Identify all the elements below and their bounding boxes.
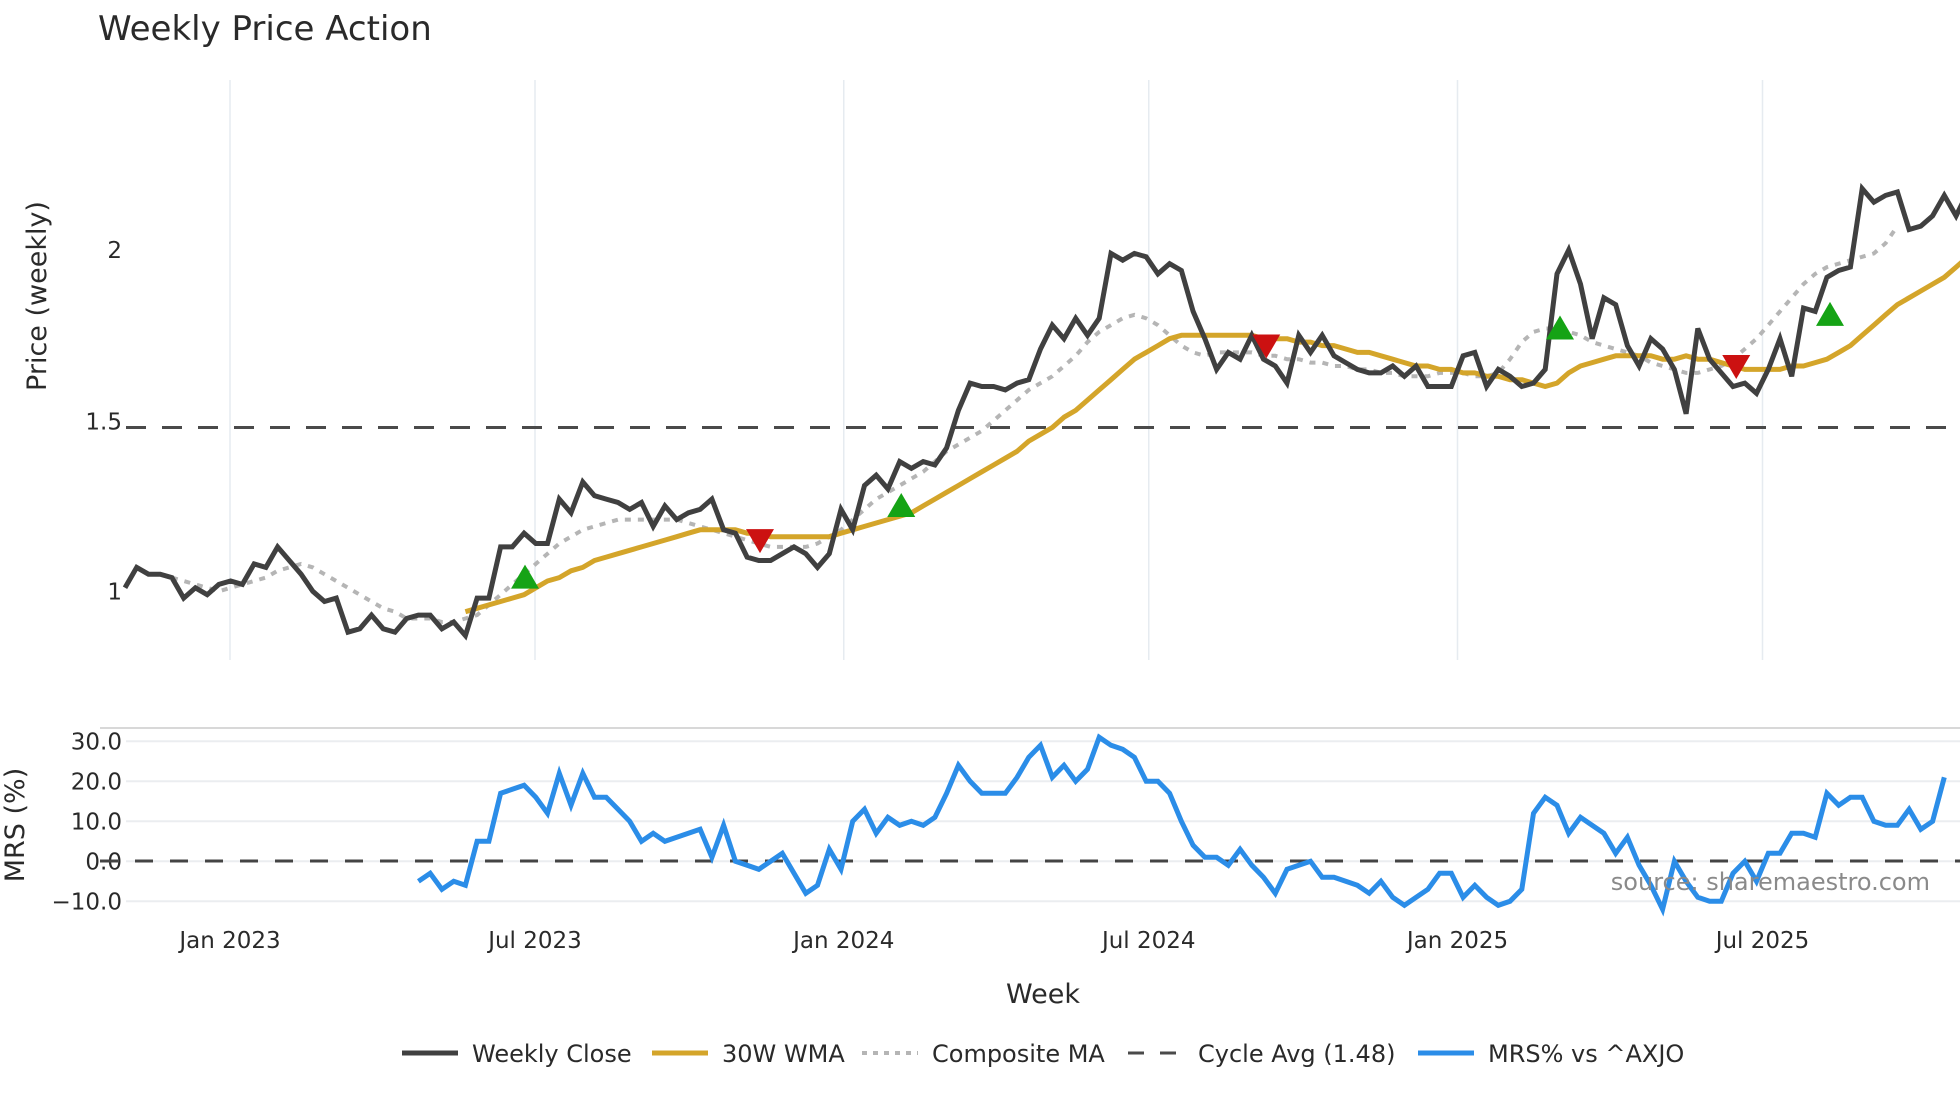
x-axis-ticks: Jan 2023 Jul 2023 Jan 2024 Jul 2024 Jan 2025… bbox=[177, 928, 1809, 954]
sell-signal-marker bbox=[746, 529, 774, 554]
buy-signal-marker bbox=[511, 564, 539, 589]
mrs-y-tick-label: 30.0 bbox=[71, 729, 122, 755]
price-panel: 11.52 Price (weekly) bbox=[22, 80, 1960, 660]
sell-signal-marker bbox=[1722, 355, 1751, 380]
mrs-y-tick-label: −10.0 bbox=[52, 889, 122, 915]
legend-item-label: Composite MA bbox=[932, 1040, 1105, 1068]
legend-item-label: MRS% vs ^AXJO bbox=[1488, 1040, 1684, 1068]
price-y-axis-title: Price (weekly) bbox=[22, 201, 53, 391]
buy-signal-marker bbox=[887, 492, 916, 517]
buy-signal-marker bbox=[1816, 301, 1844, 326]
composite-ma-line bbox=[171, 224, 1900, 624]
legend: Weekly Close 30W WMA Composite MA Cycle Avg… bbox=[402, 1040, 1684, 1068]
source-annotation: source: sharemaestro.com bbox=[1611, 868, 1930, 896]
price-y-tick-label: 1 bbox=[107, 579, 122, 605]
x-tick-label: Jul 2024 bbox=[1100, 928, 1196, 954]
mrs-y-tick-label: 20.0 bbox=[71, 769, 122, 795]
x-tick-label: Jul 2025 bbox=[1714, 928, 1810, 954]
buy-signal-marker bbox=[1546, 315, 1574, 340]
legend-item-label: Weekly Close bbox=[472, 1040, 632, 1068]
sell-signal-marker bbox=[1252, 334, 1281, 359]
price-y-ticks: 11.52 bbox=[85, 238, 122, 605]
mrs-y-tick-label: 10.0 bbox=[71, 809, 122, 835]
chart-title: Weekly Price Action bbox=[98, 9, 432, 49]
mrs-panel: 30.020.010.00.0−10.0 MRS (%) source: sha… bbox=[0, 727, 1960, 917]
mrs-y-ticks: 30.020.010.00.0−10.0 bbox=[52, 729, 122, 915]
mrs-y-axis-title: MRS (%) bbox=[0, 768, 31, 883]
price-y-tick-label: 1.5 bbox=[85, 409, 122, 435]
x-tick-label: Jan 2023 bbox=[177, 928, 280, 954]
wma-30w-line bbox=[464, 260, 1960, 615]
x-tick-label: Jan 2025 bbox=[1405, 928, 1508, 954]
x-axis-title: Week bbox=[1006, 979, 1080, 1010]
weekly-close-line bbox=[122, 182, 1960, 641]
price-vertical-gridlines bbox=[229, 80, 1764, 660]
mrs-line bbox=[416, 733, 1947, 917]
x-tick-label: Jul 2023 bbox=[486, 928, 582, 954]
signal-markers bbox=[511, 301, 1844, 589]
legend-item-label: Cycle Avg (1.48) bbox=[1198, 1040, 1395, 1068]
legend-item-label: 30W WMA bbox=[722, 1040, 845, 1068]
price-y-tick-label: 2 bbox=[107, 238, 122, 264]
x-tick-label: Jan 2024 bbox=[791, 928, 894, 954]
